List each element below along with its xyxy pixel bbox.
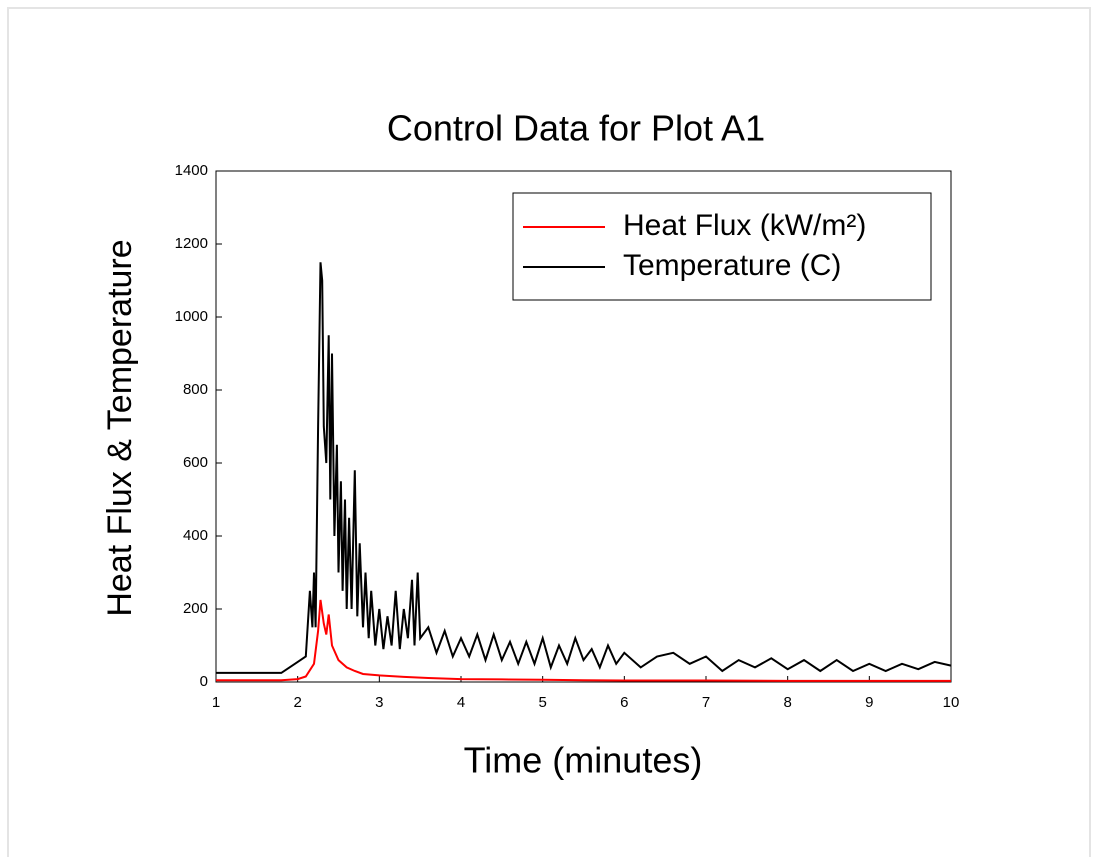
x-tick-label: 6 [620, 694, 628, 711]
x-tick-label: 9 [865, 694, 873, 711]
chart-title: Control Data for Plot A1 [387, 108, 765, 149]
y-tick-label: 200 [183, 600, 208, 617]
x-tick-label: 10 [943, 694, 960, 711]
y-tick-label: 1400 [175, 162, 208, 179]
x-tick-label: 1 [212, 694, 220, 711]
y-axis-label: Heat Flux & Temperature [101, 239, 139, 616]
y-tick-label: 1000 [175, 308, 208, 325]
legend-label: Heat Flux (kW/m²) [623, 209, 866, 242]
x-tick-label: 8 [783, 694, 791, 711]
legend-label: Temperature (C) [623, 249, 841, 282]
y-tick-label: 400 [183, 527, 208, 544]
x-tick-label: 2 [293, 694, 301, 711]
x-axis-label: Time (minutes) [464, 740, 703, 781]
series-line [216, 599, 951, 682]
y-tick-label: 0 [200, 673, 208, 690]
series-line [216, 262, 952, 674]
frame [7, 7, 1091, 857]
legend-box [512, 192, 932, 301]
y-tick-label: 1200 [175, 235, 208, 252]
x-tick-label: 7 [702, 694, 710, 711]
y-tick-label: 800 [183, 381, 208, 398]
x-tick-label: 4 [457, 694, 465, 711]
x-tick-label: 3 [375, 694, 383, 711]
y-tick-label: 600 [183, 454, 208, 471]
plot-frame [215, 170, 952, 683]
x-tick-label: 5 [538, 694, 546, 711]
